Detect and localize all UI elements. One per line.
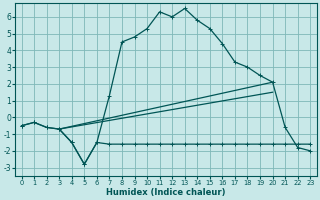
X-axis label: Humidex (Indice chaleur): Humidex (Indice chaleur) bbox=[106, 188, 226, 197]
